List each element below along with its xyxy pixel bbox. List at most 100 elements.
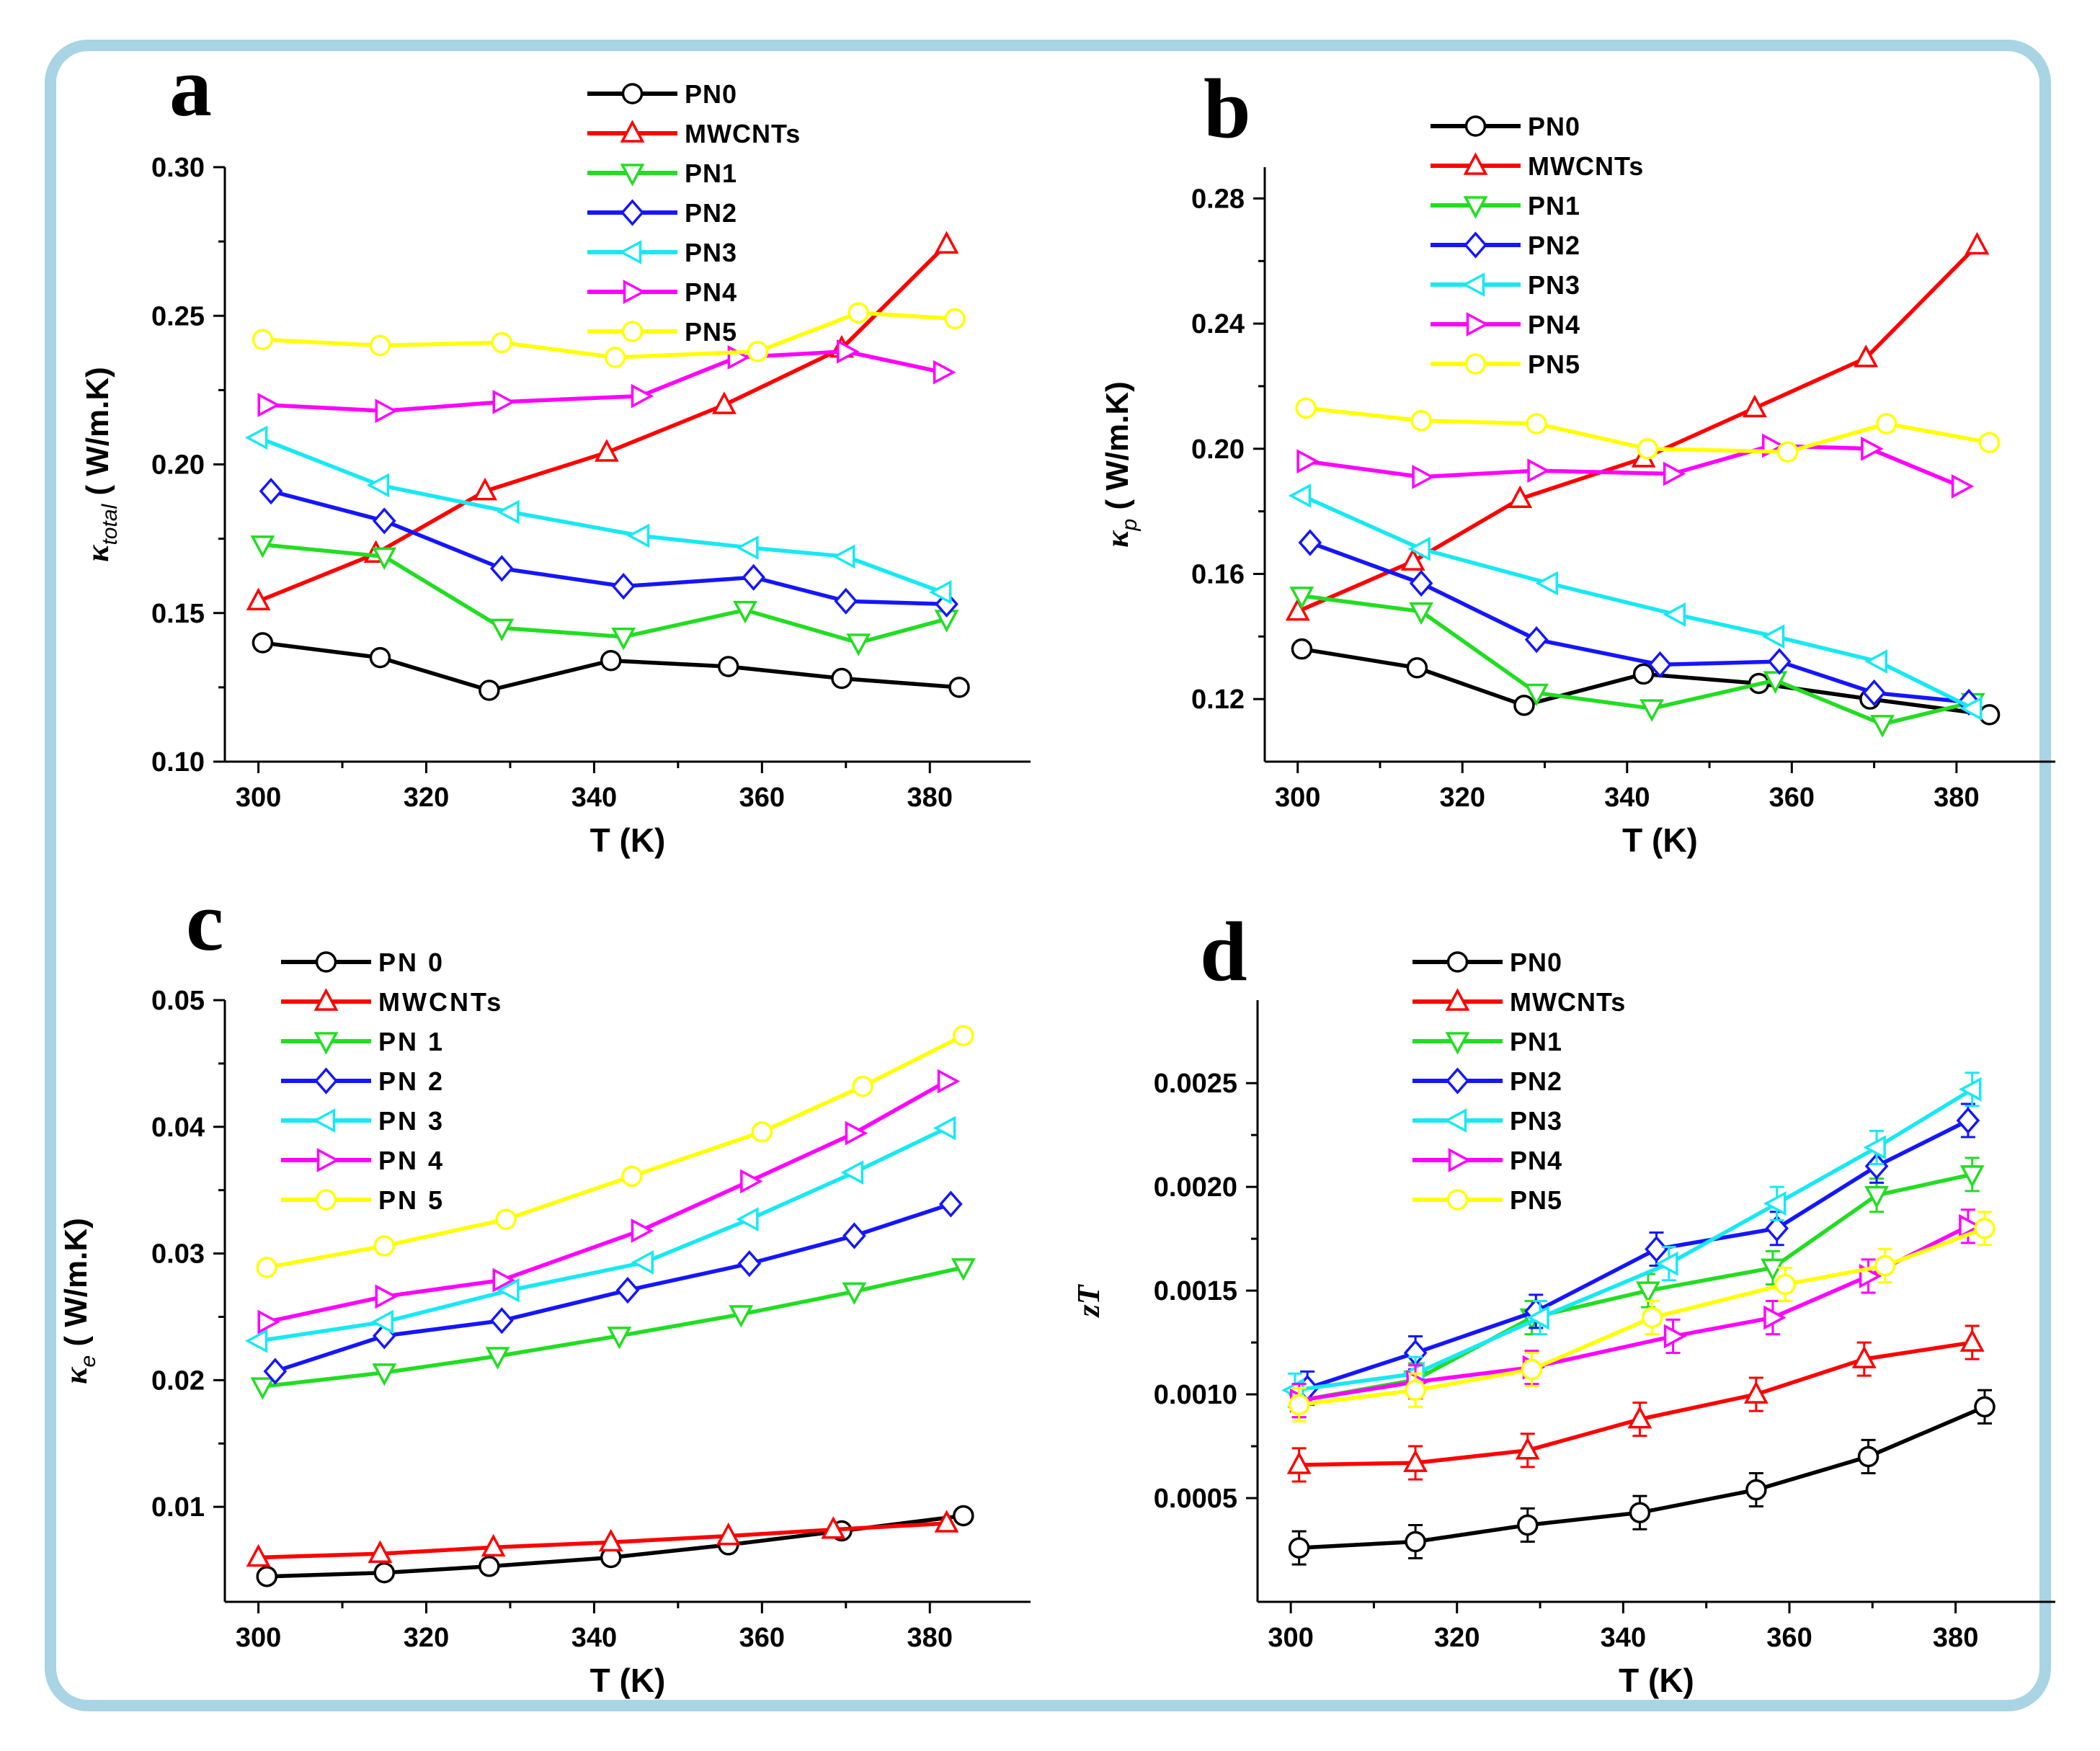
data-point [742, 563, 766, 591]
legend-marker [1464, 231, 1487, 259]
data-point [1295, 397, 1317, 419]
legend-item: PN2 [1412, 1066, 1562, 1096]
data-point [257, 393, 280, 417]
x-tick-label: 360 [1769, 783, 1815, 813]
series-pn2 [263, 1190, 963, 1385]
data-point [1857, 1445, 1879, 1468]
x-axis-label: T (K) [590, 1662, 666, 1699]
y-axis-label: κe ( W/m.K) [58, 1218, 100, 1384]
series-mwcnts [246, 1510, 959, 1567]
x-tick-label: 300 [236, 783, 281, 813]
data-point [934, 1510, 959, 1533]
data-point [1517, 1514, 1539, 1536]
x-tick-label: 300 [1268, 1623, 1313, 1653]
data-point [1864, 649, 1888, 674]
legend-marker [623, 280, 646, 304]
panel-d: d 300 320 340 360 380 0.0005 0.0010 0.0015 0.0020… [1071, 904, 2055, 1699]
data-point [244, 1328, 268, 1353]
legend-label: PN1 [685, 159, 737, 188]
data-point [1403, 1449, 1428, 1472]
legend-label: PN2 [685, 198, 737, 228]
y-tick-label: 0.12 [1191, 685, 1245, 715]
data-point [372, 547, 397, 571]
data-point [1515, 1437, 1540, 1460]
data-point [375, 398, 398, 424]
legend-label: PN5 [1528, 349, 1580, 379]
x-tick-label: 300 [1275, 783, 1320, 813]
data-point [1663, 602, 1686, 627]
legend-marker [1463, 152, 1488, 175]
data-point [375, 1284, 398, 1309]
data-point [729, 1305, 754, 1328]
legend-marker [1446, 951, 1469, 973]
legend-label: MWCNTs [1528, 151, 1644, 181]
y-axis-subscript: e [76, 1355, 100, 1368]
data-point [1863, 1135, 1886, 1160]
data-point [834, 587, 858, 615]
data-point [1639, 699, 1665, 722]
data-point [607, 1327, 632, 1350]
legend-marker [1445, 988, 1470, 1011]
legend-marker [618, 240, 642, 264]
data-point [1861, 436, 1884, 461]
data-point [1965, 231, 1990, 255]
data-point [716, 1522, 741, 1546]
series-pn1 [250, 535, 959, 656]
legend-label: PN4 [685, 277, 737, 307]
x-tick-label: 360 [739, 1623, 785, 1653]
data-point [372, 1363, 397, 1386]
x-tick-label: 320 [1440, 783, 1485, 813]
data-point [263, 1358, 288, 1385]
data-point [1636, 1281, 1660, 1304]
data-point [953, 1505, 974, 1527]
series-pn0 [1288, 1389, 1996, 1566]
legend-item: PN5 [1431, 349, 1580, 379]
y-tick-label: 0.0020 [1154, 1172, 1237, 1203]
legend-marker [1448, 1148, 1472, 1172]
legend-label: PN 3 [378, 1106, 445, 1136]
data-point [631, 1249, 654, 1275]
data-point [1851, 1345, 1877, 1368]
legend-item: PN4 [587, 277, 737, 307]
data-point [259, 477, 283, 505]
x-tick-label: 340 [571, 783, 617, 813]
data-point [1400, 548, 1425, 571]
data-point [948, 677, 970, 698]
legend-marker [313, 988, 339, 1011]
series-pn3 [1288, 483, 1983, 721]
data-point [479, 680, 500, 701]
legend-item: PN5 [1412, 1185, 1562, 1215]
data-point [1409, 602, 1434, 625]
legend-marker [620, 164, 645, 187]
data-point [852, 1075, 873, 1097]
legend-marker [313, 1032, 339, 1055]
data-point [1407, 536, 1431, 561]
series-pn0 [252, 632, 970, 701]
data-point [1765, 1215, 1789, 1242]
data-point [1978, 704, 2001, 726]
legend: PN 0 MWCNTs PN 1 PN 2 PN 3 PN 4 PN 5 [281, 948, 501, 1215]
panel-label: d [1200, 904, 1247, 999]
data-point [598, 1528, 623, 1552]
data-point [951, 1258, 976, 1281]
data-point [1406, 656, 1428, 679]
data-point [1870, 715, 1895, 738]
legend-marker [315, 951, 337, 973]
data-point [736, 1207, 759, 1232]
series-line [1307, 1118, 1970, 1391]
data-point [1958, 1077, 1982, 1102]
legend-marker [1464, 353, 1487, 375]
legend-item: PN1 [1431, 191, 1580, 220]
data-point [1974, 1217, 1996, 1239]
data-point [1745, 1479, 1767, 1501]
data-point [1648, 651, 1672, 679]
data-point [481, 1533, 506, 1557]
data-point [933, 1115, 956, 1141]
data-point [953, 1025, 974, 1046]
legend-marker [315, 1189, 337, 1211]
data-point [847, 302, 870, 324]
data-point [1627, 1405, 1652, 1429]
y-tick-label: 0.0025 [1154, 1069, 1237, 1099]
x-tick-label: 380 [1933, 1623, 1978, 1653]
data-point [1513, 695, 1535, 716]
